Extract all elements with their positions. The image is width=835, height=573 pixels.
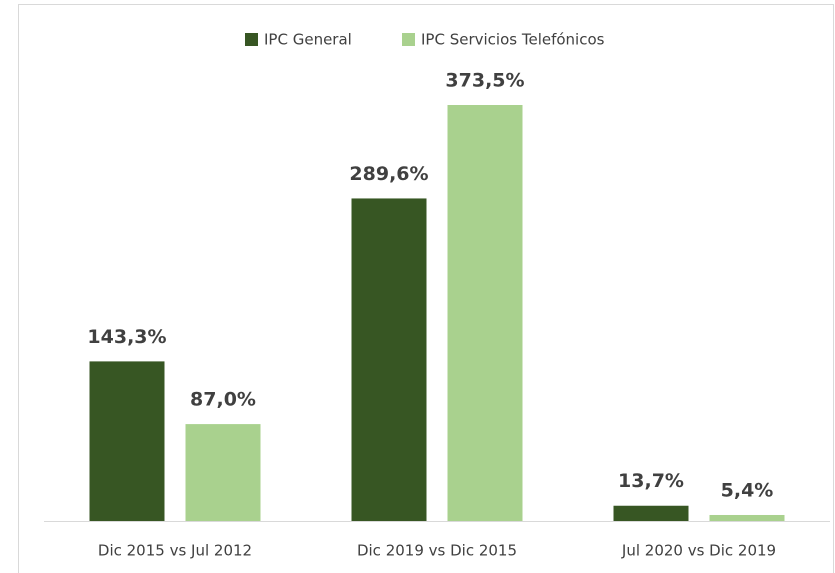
x-tick-label: Dic 2019 vs Dic 2015 [357, 542, 517, 560]
bar [613, 505, 689, 521]
value-label: 373,5% [445, 70, 524, 92]
bar [185, 424, 261, 521]
value-label: 13,7% [618, 470, 684, 492]
bar [89, 361, 165, 521]
bar [709, 514, 785, 521]
x-tick-label: Jul 2020 vs Dic 2019 [621, 542, 776, 560]
value-label: 5,4% [721, 479, 774, 501]
value-label: 87,0% [190, 389, 256, 411]
legend-label: IPC Servicios Telefónicos [421, 31, 605, 49]
legend-swatch [245, 33, 258, 46]
value-label: 289,6% [349, 163, 428, 185]
chart-border [18, 4, 834, 573]
bar [447, 105, 523, 521]
bar [351, 198, 427, 522]
legend-label: IPC General [264, 31, 352, 49]
x-tick-label: Dic 2015 vs Jul 2012 [98, 542, 252, 560]
legend-swatch [402, 33, 415, 46]
value-label: 143,3% [87, 326, 166, 348]
